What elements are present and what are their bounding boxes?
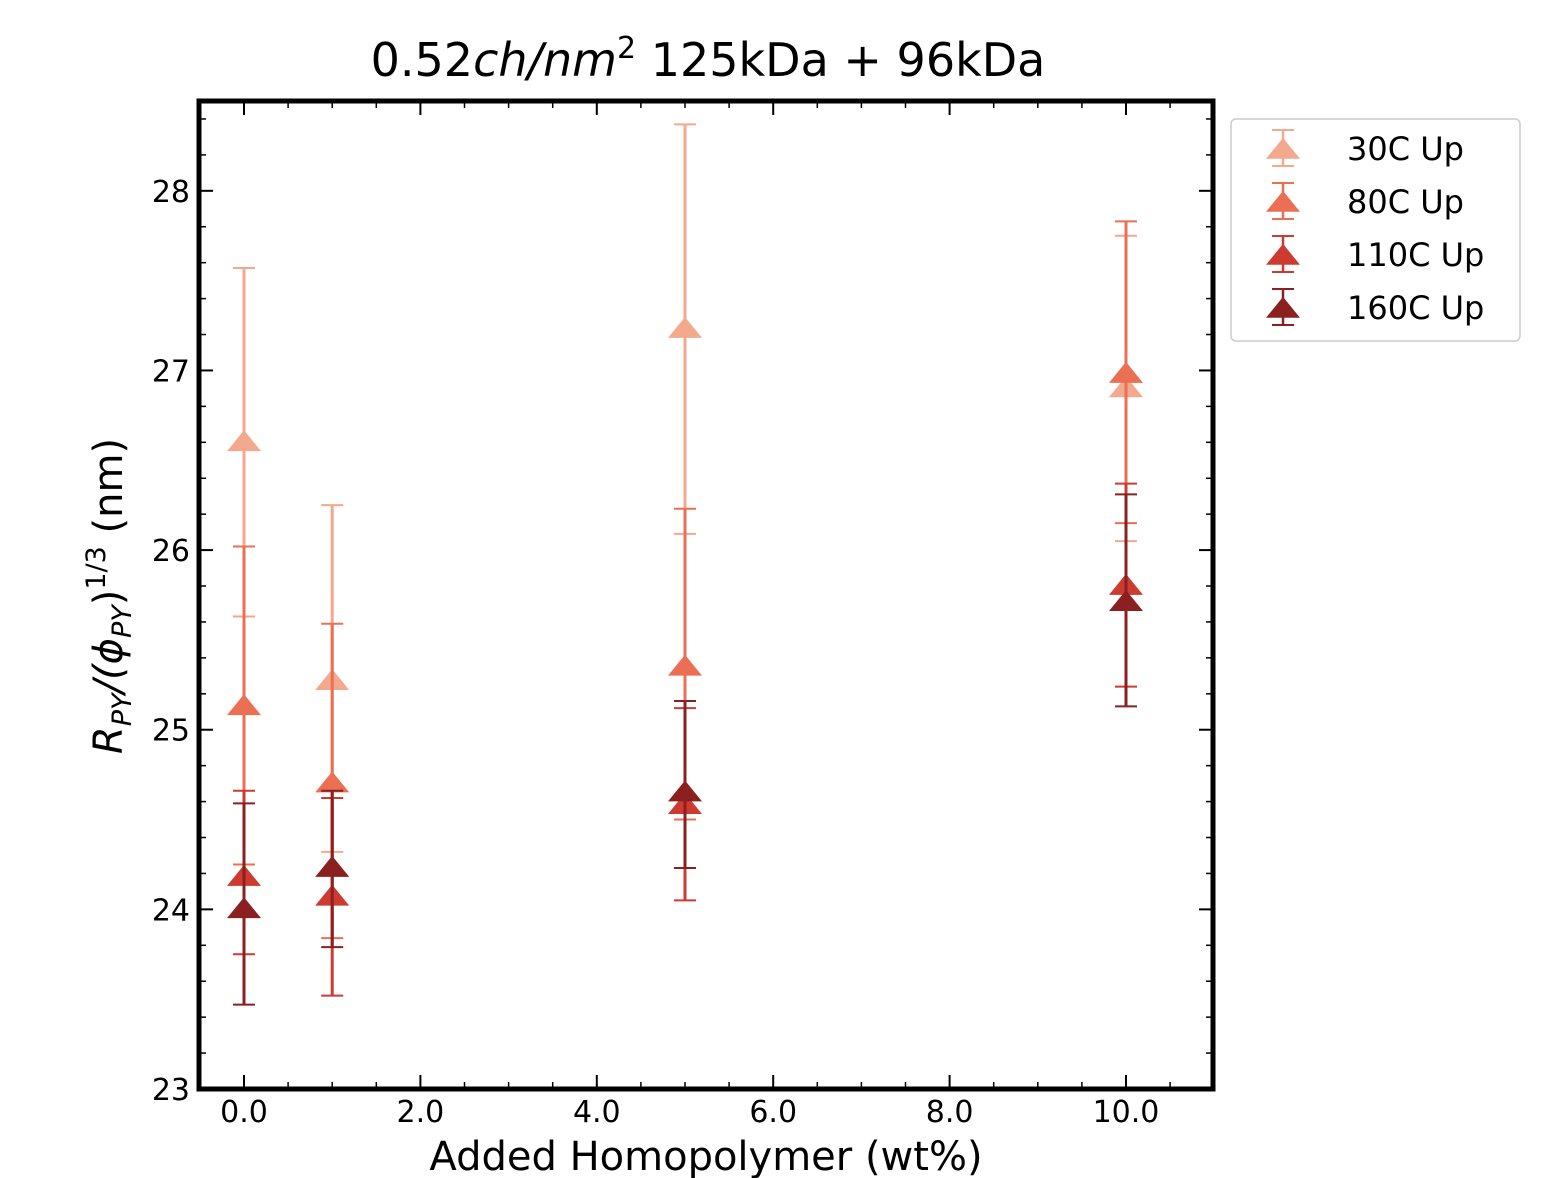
legend-item: 30C Up <box>1266 129 1464 168</box>
x-tick-label: 0.0 <box>220 1095 268 1130</box>
y-tick-label: 25 <box>152 714 190 749</box>
y-tick-label: 27 <box>152 354 190 389</box>
data-point-triangle <box>668 780 702 802</box>
legend-box <box>1230 118 1521 342</box>
x-tick-label: 6.0 <box>749 1095 797 1130</box>
y-tick-labels: 23 24 25 26 27 28 <box>152 175 190 1108</box>
legend-label: 110C Up <box>1347 236 1484 274</box>
axis-ticks <box>199 101 1213 1090</box>
data-point-triangle <box>227 897 261 919</box>
y-tick-label: 24 <box>152 893 190 928</box>
data-point-triangle <box>315 855 350 877</box>
legend-marker-triangle <box>1266 190 1300 212</box>
x-tick-label: 10.0 <box>1093 1095 1160 1130</box>
x-tick-label: 8.0 <box>926 1095 974 1130</box>
x-tick-labels: 0.0 2.0 4.0 6.0 8.0 10.0 <box>220 1095 1159 1130</box>
legend-label: 160C Up <box>1347 289 1484 327</box>
data-point-triangle <box>227 694 261 716</box>
legend-label: 30C Up <box>1347 130 1464 168</box>
legend-label: 80C Up <box>1347 183 1464 221</box>
data-series <box>227 123 1143 1006</box>
data-point-triangle <box>315 771 350 793</box>
y-tick-label: 26 <box>152 534 190 569</box>
y-tick-label: 28 <box>152 175 190 210</box>
y-tick-label: 23 <box>152 1073 190 1108</box>
legend-item: 110C Up <box>1266 235 1484 274</box>
x-tick-label: 2.0 <box>397 1095 445 1130</box>
legend-marker-triangle <box>1266 137 1300 159</box>
y-axis-label: RPY/(ϕPY)1/3 (nm) <box>81 438 138 754</box>
legend-marker-triangle <box>1266 296 1300 318</box>
chart-title: 0.52ch/nm2 125kDa + 96kDa <box>371 31 1046 87</box>
plot-frame <box>196 98 1216 1092</box>
data-point-triangle <box>668 654 702 676</box>
legend-items: 30C Up 80C Up 110C Up 160C Up <box>1266 129 1484 327</box>
legend: 30C Up 80C Up 110C Up 160C Up <box>1230 118 1521 342</box>
data-point-triangle <box>668 317 702 338</box>
series <box>227 493 1143 1006</box>
data-point-triangle <box>1109 361 1143 383</box>
legend-item: 80C Up <box>1266 182 1464 221</box>
x-tick-label: 4.0 <box>573 1095 621 1130</box>
data-point-triangle <box>227 430 261 452</box>
data-point-triangle <box>1109 590 1143 611</box>
legend-item: 160C Up <box>1266 288 1484 327</box>
legend-marker-triangle <box>1266 243 1300 265</box>
x-axis-label: Added Homopolymer (wt%) <box>429 1134 982 1178</box>
